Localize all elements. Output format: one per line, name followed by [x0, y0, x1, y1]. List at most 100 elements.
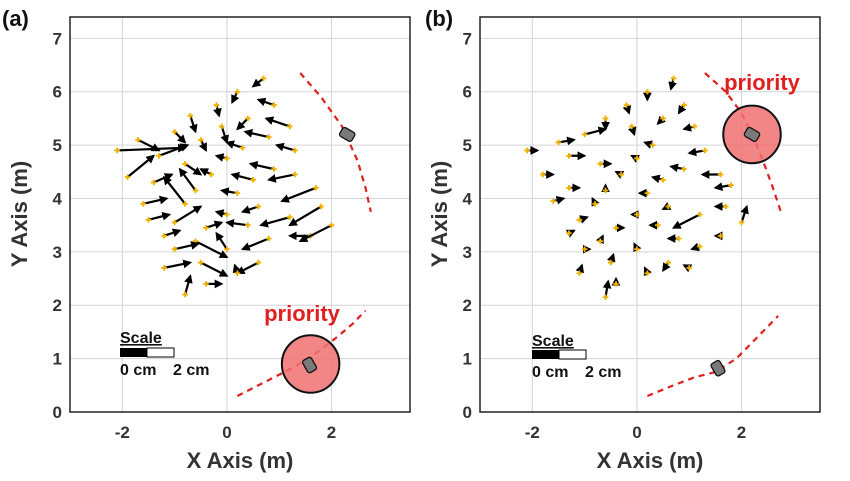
- scale-title: Scale: [120, 330, 162, 347]
- x-tick-label: 2: [737, 423, 746, 442]
- velocity-arrow: [200, 261, 229, 277]
- panel-b: -2 0 2 0 1 2 3 4 5 6 7 (b) Y Axis (m) X Axis (m) p…: [425, 6, 821, 473]
- tick-labels: -2 0 2 0 1 2 3 4 5 6 7: [53, 29, 337, 442]
- velocity-arrow: [184, 162, 203, 176]
- velocity-arrow: [243, 129, 270, 139]
- vectors: [114, 75, 335, 298]
- agent-marker: [124, 174, 131, 180]
- agent-marker: [250, 177, 256, 183]
- velocity-arrow: [267, 173, 296, 183]
- scale-tick-0: 0 cm: [532, 364, 568, 381]
- agent-marker: [728, 182, 734, 188]
- agent-marker: [265, 235, 272, 242]
- agent-marker: [182, 291, 188, 298]
- velocity-arrow: [288, 205, 322, 227]
- scale-tick-2: 2 cm: [585, 364, 621, 381]
- agent-marker: [245, 222, 251, 228]
- panel-a: -2 0 2 0 1 2 3 4 5 6 7 (a) Y Axis (m) X Axis (m) p…: [2, 6, 411, 473]
- velocity-arrow: [117, 143, 187, 153]
- scale-segment-empty: [558, 349, 587, 360]
- velocity-arrow: [259, 216, 290, 228]
- scale-segment-filled: [532, 350, 559, 359]
- vehicle: [710, 359, 726, 377]
- agent-marker: [717, 171, 724, 178]
- trajectories: [646, 72, 782, 398]
- agent-marker: [607, 259, 614, 266]
- agent-marker: [271, 166, 277, 172]
- velocity-arrow: [225, 219, 248, 228]
- velocity-arrow: [142, 195, 169, 205]
- x-tick-label: -2: [525, 423, 540, 442]
- velocity-arrow: [298, 224, 333, 243]
- agent-marker: [681, 166, 687, 172]
- y-tick-label: 2: [53, 296, 62, 315]
- priority-label: priority: [724, 70, 801, 95]
- agent-marker: [623, 102, 630, 108]
- agent-marker: [655, 222, 661, 228]
- upper-vehicle-path: [299, 72, 372, 213]
- agent-marker: [234, 190, 241, 196]
- agent-marker: [566, 185, 572, 191]
- agent-marker: [670, 75, 677, 82]
- agent-marker: [696, 243, 703, 250]
- agent-marker: [660, 177, 666, 183]
- agent-marker: [192, 187, 199, 194]
- scale-tick-2: 2 cm: [173, 362, 209, 379]
- agent-marker: [161, 233, 167, 239]
- velocity-arrow: [240, 237, 270, 251]
- y-tick-label: 3: [53, 243, 62, 262]
- agent-marker: [717, 233, 724, 239]
- velocity-arrow: [173, 130, 187, 144]
- scale-bar: Scale 0 cm 2 cm: [120, 330, 209, 379]
- agent-marker: [135, 136, 141, 143]
- velocity-arrow: [280, 186, 317, 203]
- velocity-arrow: [230, 171, 254, 181]
- velocity-arrow: [174, 205, 203, 224]
- agent-marker: [550, 198, 557, 204]
- agent-marker: [634, 211, 640, 218]
- velocity-arrow: [195, 240, 229, 259]
- velocity-arrow: [158, 143, 190, 157]
- agent-marker: [681, 102, 687, 108]
- y-tick-label: 6: [53, 83, 62, 102]
- agent-marker: [234, 88, 241, 95]
- agent-marker: [696, 211, 703, 218]
- agent-marker: [660, 115, 666, 122]
- y-axis-label: Y Axis (m): [427, 161, 452, 267]
- y-tick-label: 7: [463, 29, 472, 48]
- agent-marker: [738, 219, 745, 226]
- agent-marker: [665, 203, 672, 210]
- y-tick-label: 4: [53, 189, 63, 208]
- y-tick-label: 5: [53, 136, 62, 155]
- velocity-arrow: [178, 167, 197, 192]
- agent-marker: [239, 144, 246, 151]
- agent-marker: [634, 155, 640, 162]
- y-axis-label: Y Axis (m): [7, 161, 32, 267]
- agent-marker: [613, 281, 619, 287]
- agent-marker: [313, 185, 319, 191]
- agent-marker: [271, 102, 277, 108]
- y-tick-label: 0: [463, 403, 472, 422]
- agent-marker: [665, 259, 672, 266]
- agent-marker: [566, 152, 572, 159]
- agent-marker: [602, 115, 609, 122]
- agent-marker: [224, 211, 230, 218]
- y-tick-label: 6: [463, 83, 472, 102]
- agent-marker: [234, 270, 241, 277]
- agent-marker: [213, 102, 220, 108]
- scale-segment-empty: [146, 347, 175, 358]
- velocity-arrow: [174, 241, 200, 251]
- agent-marker: [203, 225, 209, 231]
- agent-marker: [255, 259, 262, 266]
- panel-label: (b): [425, 6, 453, 31]
- priority-label: priority: [264, 301, 341, 326]
- lower-vehicle-path: [646, 315, 779, 398]
- x-tick-label: -2: [115, 423, 130, 442]
- agent-marker: [524, 147, 530, 154]
- velocity-arrow: [274, 142, 296, 152]
- agent-marker: [255, 203, 262, 210]
- agent-marker: [208, 171, 215, 178]
- velocity-arrow: [184, 274, 193, 295]
- agent-marker: [182, 201, 188, 207]
